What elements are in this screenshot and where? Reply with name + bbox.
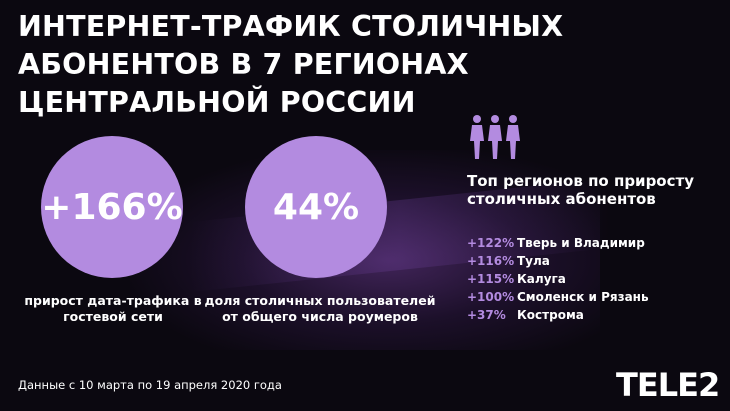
stat-value-share: 44% <box>272 186 360 228</box>
region-name: Смоленск и Рязань <box>517 290 649 304</box>
stat-value-traffic: +166% <box>41 186 183 228</box>
region-value: +37% <box>467 308 506 322</box>
regions-list: +122% Тверь и Владимир +116% Тула +115% … <box>467 234 717 324</box>
top-regions-title: Топ регионов по приросту столичных абоне… <box>467 172 694 208</box>
region-value: +116% <box>467 254 515 268</box>
region-name: Тула <box>517 254 550 268</box>
region-name: Калуга <box>517 272 566 286</box>
region-value: +100% <box>467 290 515 304</box>
stat-caption-share: доля столичных пользователей от общего ч… <box>204 293 436 324</box>
region-name: Тверь и Владимир <box>517 236 645 250</box>
stat-circle-share: 44% <box>245 136 387 278</box>
region-value: +122% <box>467 236 515 250</box>
stat-caption-traffic: прирост дата-трафика в гостевой сети <box>24 293 202 324</box>
list-item: +115% Калуга <box>467 270 717 288</box>
region-name: Кострома <box>517 308 584 322</box>
region-value: +115% <box>467 272 515 286</box>
page-title: Интернет-трафик столичных абонентов в 7 … <box>18 10 564 119</box>
list-item: +100% Смоленск и Рязань <box>467 288 717 306</box>
list-item: +122% Тверь и Владимир <box>467 234 717 252</box>
list-item: +116% Тула <box>467 252 717 270</box>
footnote: Данные с 10 марта по 19 апреля 2020 года <box>18 378 282 392</box>
people-walking-icon <box>470 115 520 159</box>
brand-logo: TELE2 <box>616 366 720 404</box>
stat-circle-traffic: +166% <box>41 136 183 278</box>
list-item: +37% Кострома <box>467 306 717 324</box>
